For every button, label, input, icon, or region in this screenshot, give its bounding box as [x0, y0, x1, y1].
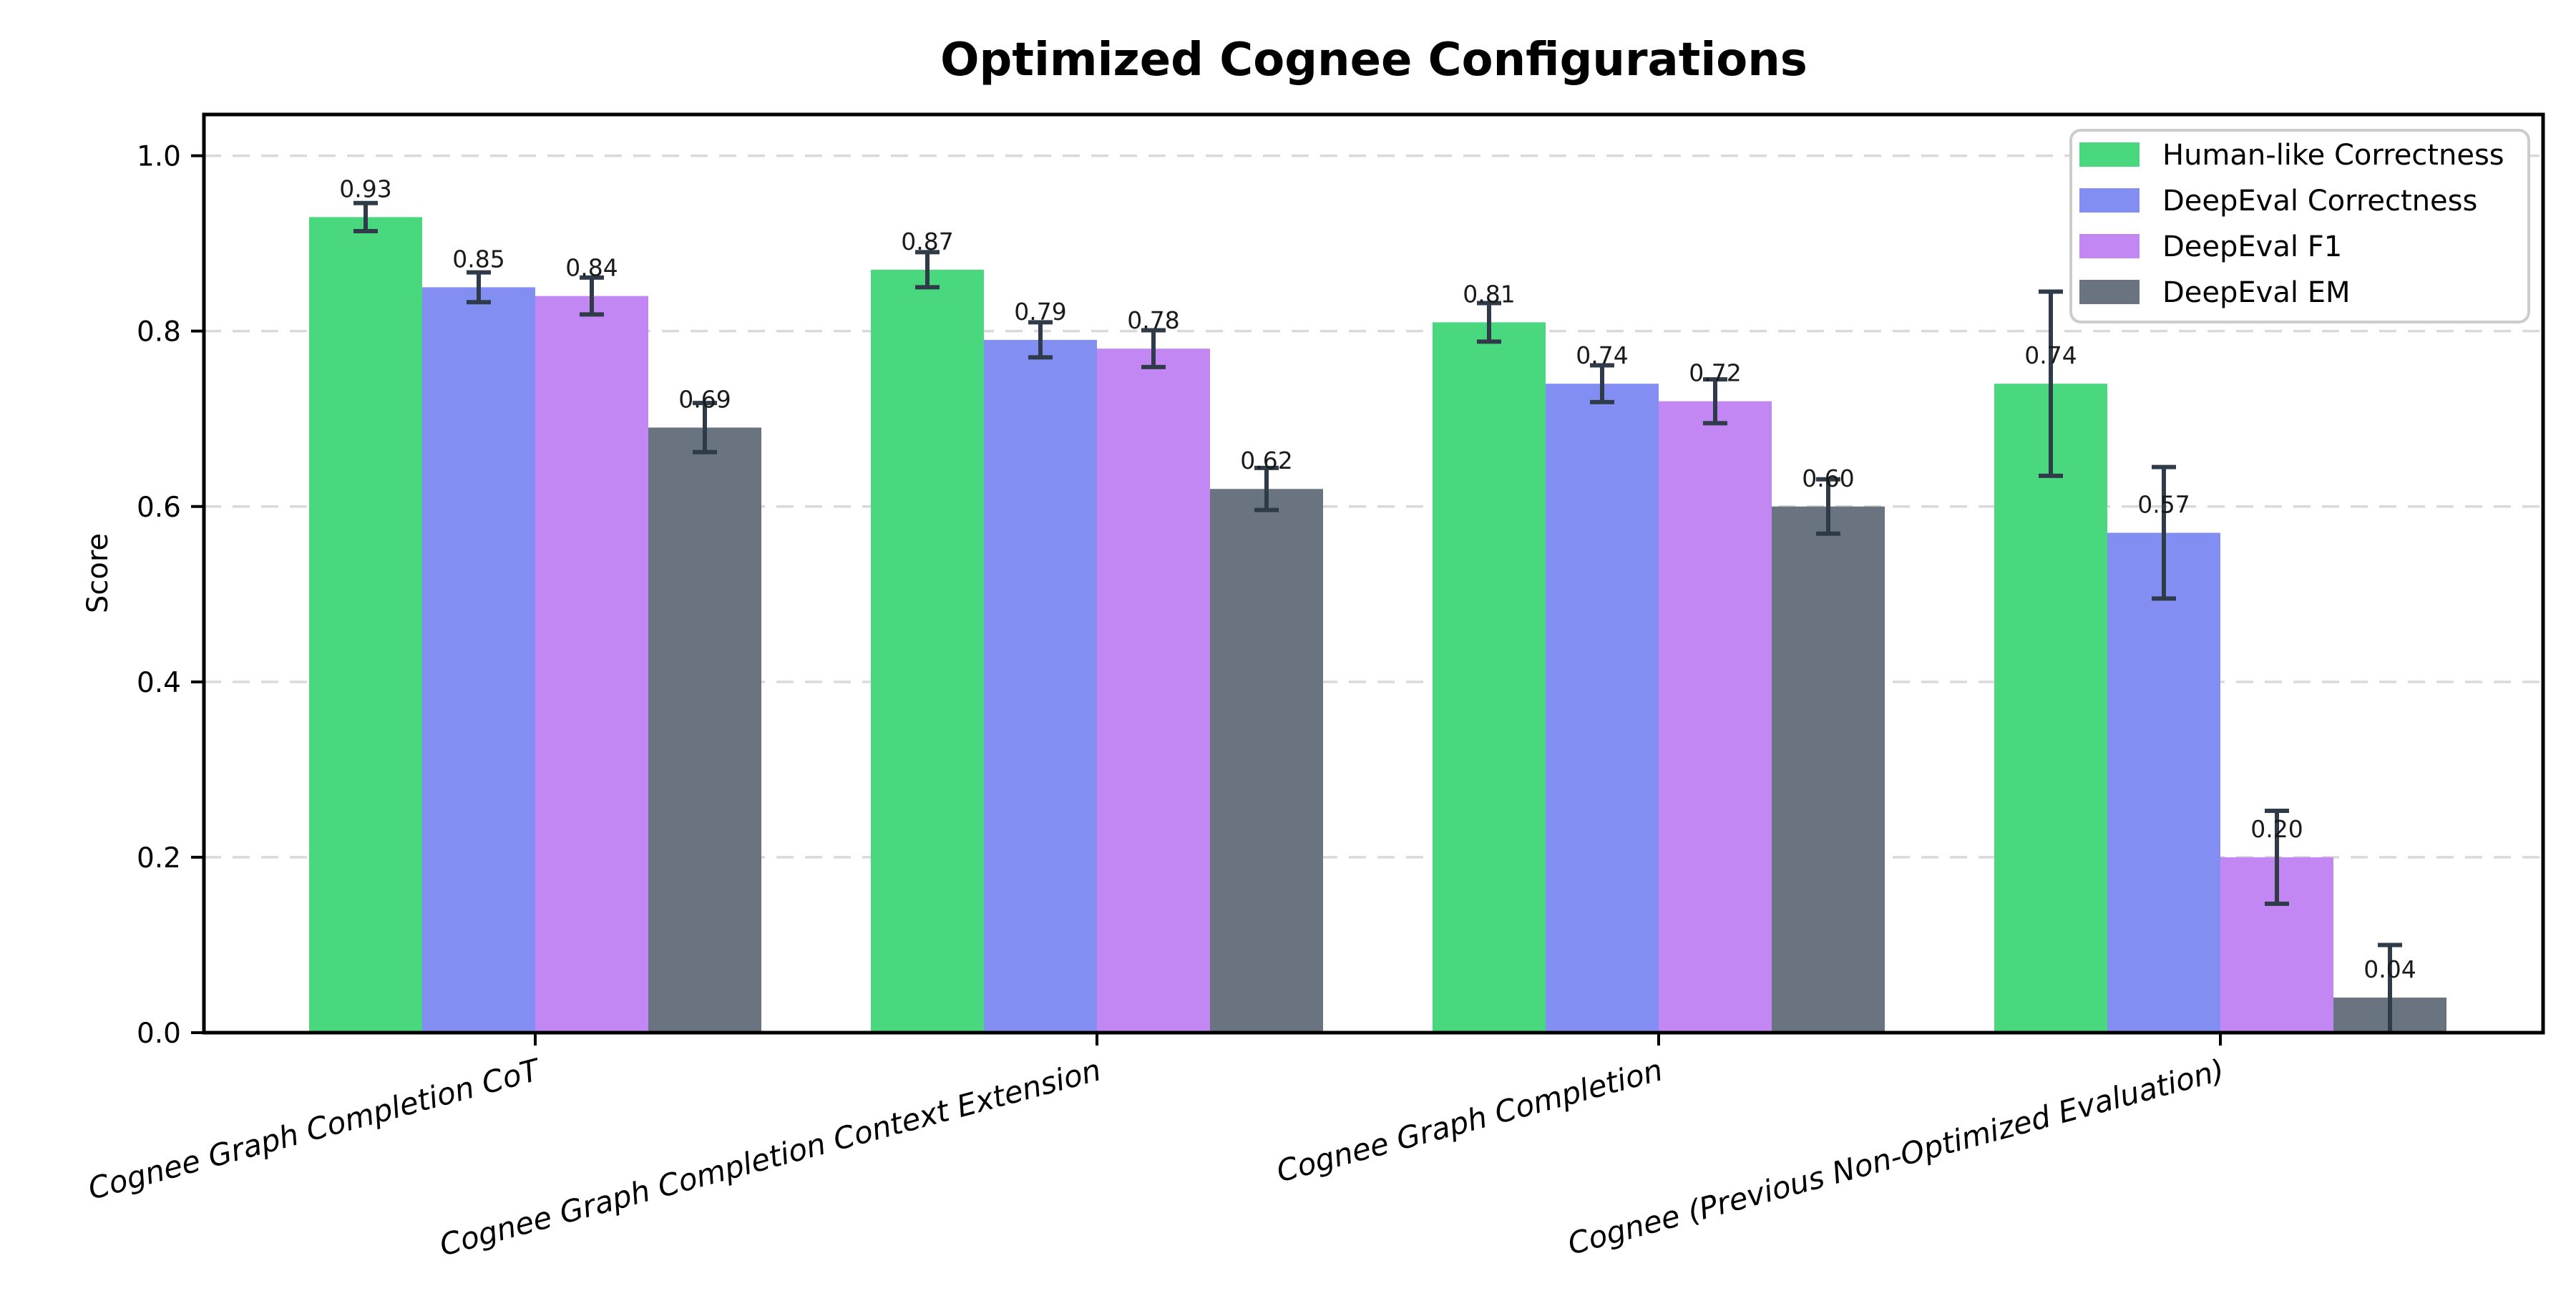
legend-label: DeepEval Correctness	[2162, 185, 2477, 218]
bar	[1546, 384, 1659, 1033]
plot-border	[202, 112, 2545, 1035]
legend-swatch	[2079, 280, 2140, 304]
x-tick-label: Cognee Graph Completion CoT	[84, 1051, 545, 1206]
bars-layer	[309, 217, 2446, 1033]
bar-value-label: 0.85	[452, 245, 504, 273]
y-tick-label: 0.4	[137, 667, 181, 699]
bar-value-label: 0.74	[1576, 341, 1628, 369]
y-tick-label: 0.6	[137, 492, 181, 524]
bar-value-label: 0.78	[1127, 306, 1179, 334]
bar-value-label: 0.72	[1689, 359, 1741, 387]
y-tick-label: 0.0	[137, 1018, 181, 1050]
legend-label: Human-like Correctness	[2162, 139, 2504, 172]
bar	[1659, 401, 1772, 1033]
y-tick-label: 0.8	[137, 316, 181, 349]
bar-value-label: 0.69	[678, 385, 731, 413]
bar-value-label: 0.81	[1463, 280, 1515, 308]
bar-value-label: 0.84	[565, 254, 618, 282]
bar-value-label: 0.74	[2024, 341, 2077, 369]
legend-box	[2069, 129, 2530, 323]
bar	[1097, 349, 1210, 1033]
bar-value-label: 0.57	[2137, 491, 2190, 519]
bar	[535, 296, 648, 1033]
legend: Human-like Correctness DeepEval Correctne…	[2069, 129, 2530, 323]
bar-value-label: 0.62	[1240, 447, 1292, 474]
legend-label: DeepEval EM	[2162, 276, 2350, 309]
bar-value-label: 0.60	[1802, 464, 1854, 492]
bar	[984, 339, 1097, 1033]
bar-value-label: 0.87	[901, 228, 953, 255]
bar	[648, 427, 761, 1033]
y-axis-label: Score	[82, 533, 114, 613]
legend-swatch	[2079, 142, 2140, 167]
y-tick-label: 0.2	[137, 842, 181, 875]
bar	[1210, 489, 1323, 1033]
bar	[1994, 384, 2107, 1033]
bar	[871, 269, 984, 1033]
x-tick-label: Cognee Graph Completion	[1273, 1052, 1667, 1189]
bar	[422, 287, 535, 1033]
bar	[309, 217, 422, 1033]
error-bars-layer	[353, 200, 2402, 1033]
bar-value-labels-layer: 0.93 0.87 0.81 0.74 0.85 0.79 0.74 0.57 0.84 0.78…	[339, 175, 2416, 983]
bar-value-label: 0.04	[2363, 955, 2416, 983]
legend-label: DeepEval F1	[2162, 230, 2342, 263]
bar-value-label: 0.93	[339, 175, 391, 203]
y-tick-label: 1.0	[137, 141, 181, 173]
bar-value-label: 0.79	[1014, 298, 1066, 326]
bar	[2107, 532, 2220, 1033]
bar	[1433, 322, 1546, 1033]
bar	[1772, 506, 1885, 1033]
chart-title: Optimized Cognee Configurations	[940, 34, 1807, 87]
legend-swatch	[2079, 188, 2140, 213]
legend-swatch	[2079, 234, 2140, 258]
bar-value-label: 0.20	[2250, 815, 2303, 843]
